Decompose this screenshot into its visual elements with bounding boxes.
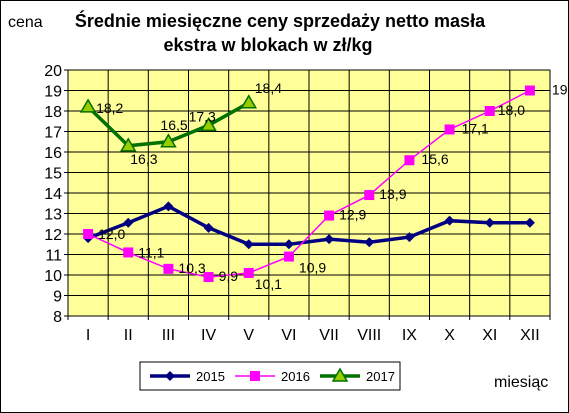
point-2017 <box>200 116 217 132</box>
point-2016 <box>484 106 495 116</box>
x-tick-label: III <box>162 327 175 344</box>
point-2016 <box>163 263 174 274</box>
point-2015 <box>444 215 455 226</box>
y-tick-label: 8 <box>53 309 62 326</box>
point-2015 <box>163 201 174 212</box>
point-2015 <box>404 232 415 243</box>
point-2015 <box>203 222 214 233</box>
x-tick-label: IX <box>402 327 417 344</box>
x-tick-label: XII <box>520 327 540 344</box>
data-label-2016: 10,1 <box>255 276 282 292</box>
data-label-2016: 18,0 <box>498 102 525 118</box>
x-axis-label: miesiąc <box>494 374 548 391</box>
chart-title-line1: Średnie miesięczne ceny sprzedaży netto … <box>75 10 486 31</box>
data-label-2016: 13,9 <box>379 186 406 202</box>
point-2015 <box>243 239 254 250</box>
y-tick-label: 20 <box>44 63 62 80</box>
point-2015 <box>123 217 134 228</box>
y-tick-label: 14 <box>44 186 62 203</box>
y-tick-label: 15 <box>44 166 62 183</box>
y-tick-label: 10 <box>44 268 62 285</box>
data-label-2017: 18,4 <box>255 80 282 96</box>
x-tick-label: VII <box>319 327 339 344</box>
point-2016 <box>404 155 415 166</box>
y-axis-label: cena <box>8 14 43 31</box>
y-tick-label: 18 <box>44 104 62 121</box>
point-2016 <box>444 124 455 135</box>
x-tick-label: VIII <box>357 327 381 344</box>
point-2015 <box>283 239 294 250</box>
data-label-2017: 17,3 <box>189 108 216 124</box>
data-label-2017: 18,2 <box>96 100 123 116</box>
x-tick-label: XI <box>482 327 497 344</box>
point-2015 <box>324 234 335 245</box>
point-2017 <box>119 137 137 152</box>
legend-marker-2017 <box>331 367 349 382</box>
legend-marker-2015 <box>165 371 175 381</box>
point-2015 <box>524 217 535 228</box>
chart-title-line2: ekstra w blokach w zł/kg <box>163 35 372 55</box>
series-line-2015 <box>87 204 530 247</box>
point-2016 <box>324 210 335 221</box>
x-tick-label: II <box>124 327 133 344</box>
y-tick-label: 17 <box>44 125 62 142</box>
point-2016 <box>283 251 294 262</box>
point-2016 <box>243 267 254 278</box>
y-tick-label: 12 <box>44 227 62 244</box>
y-tick-label: 9 <box>53 289 62 306</box>
x-tick-label: X <box>444 327 455 344</box>
series-line-2016 <box>87 89 531 278</box>
data-label-2016: 15,6 <box>421 151 448 167</box>
data-label-2016: 10,3 <box>178 260 205 276</box>
point-2015 <box>484 217 495 228</box>
legend: 2015 2016 2017 <box>139 361 401 391</box>
point-2017 <box>79 98 97 113</box>
point-2016 <box>524 85 535 96</box>
x-tick-label: VI <box>281 327 296 344</box>
data-label-2016: 12,0 <box>98 226 125 242</box>
legend-marker-2016 <box>250 371 260 381</box>
legend-label-2015: 2015 <box>196 369 225 384</box>
point-2015 <box>364 237 375 248</box>
y-tick-label: 13 <box>44 207 62 224</box>
data-label-2016: 10,9 <box>299 260 326 276</box>
data-label-2016: 19,0 <box>552 82 569 98</box>
y-tick-label: 11 <box>45 248 62 265</box>
legend-label-2017: 2017 <box>366 369 395 384</box>
x-tick-label: V <box>243 327 254 344</box>
point-2016 <box>203 272 214 283</box>
point-2017 <box>160 133 177 148</box>
x-tick-label: IV <box>201 327 216 344</box>
data-label-2016: 11,1 <box>138 244 164 260</box>
y-tick-label: 19 <box>44 84 62 101</box>
point-2016 <box>83 229 94 239</box>
data-label-2017: 16,3 <box>130 151 157 167</box>
data-label-2017: 16,5 <box>160 117 187 133</box>
point-2017 <box>240 94 258 109</box>
x-tick-label: I <box>86 327 90 344</box>
data-label-2016: 17,1 <box>462 120 489 136</box>
data-label-2016: 9,9 <box>219 268 239 284</box>
data-label-2016: 12,9 <box>339 207 366 223</box>
legend-label-2016: 2016 <box>281 369 310 384</box>
point-2016 <box>364 190 375 201</box>
y-tick-label: 16 <box>44 145 62 162</box>
point-2016 <box>123 247 134 258</box>
